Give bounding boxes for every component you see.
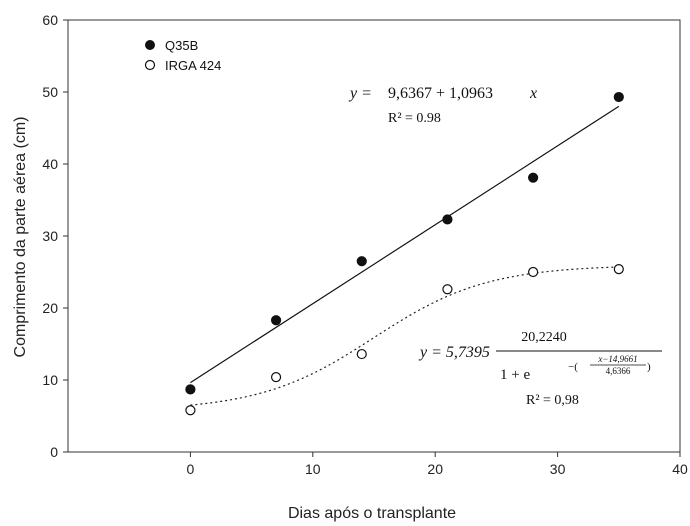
sigmoid-eq-r2: R² = 0,98 — [526, 393, 579, 408]
legend-marker-irga424 — [144, 59, 156, 71]
point-q35b — [613, 91, 624, 103]
linear-eq-y: y = — [348, 85, 372, 102]
point-irga424 — [442, 284, 453, 295]
sigmoid-eq-numerator: 20,2240 — [521, 330, 567, 345]
x-tick-label: 0 — [187, 461, 195, 477]
point-irga424 — [270, 372, 282, 383]
point-q35b — [185, 384, 196, 395]
sigmoid-eq-denominator: 1 + e — [500, 367, 530, 383]
y-tick-label: 20 — [42, 300, 58, 316]
x-axis: 0 10 20 30 40 — [187, 452, 688, 477]
fit-lines — [190, 105, 620, 406]
x-axis-title: Dias após o transplante — [288, 505, 456, 522]
legend-label-q35b: Q35B — [165, 38, 198, 53]
point-q35b — [442, 214, 453, 225]
sigmoid-exp-numerator: x−14,9661 — [597, 354, 637, 364]
sigmoid-eq-lhs: y = 5,7395 — [418, 344, 490, 361]
y-axis-title: Comprimento da parte aérea (cm) — [12, 117, 29, 358]
legend-label-irga424: IRGA 424 — [165, 58, 221, 73]
linear-eq-rhs: 9,6367 + 1,0963 — [388, 85, 493, 102]
sigmoid-exp-close: ) — [647, 361, 651, 373]
y-tick-label: 10 — [42, 372, 58, 388]
point-q35b — [356, 256, 367, 267]
sigmoid-exp-minus: −( — [568, 361, 578, 373]
plot-frame — [67, 19, 681, 453]
legend-marker-q35b — [145, 40, 155, 50]
y-tick-label: 40 — [42, 156, 58, 172]
point-irga424 — [528, 266, 539, 278]
linear-eq-x: x — [529, 85, 537, 102]
y-tick-label: 50 — [42, 84, 58, 100]
point-q35b — [528, 172, 539, 183]
x-tick-label: 30 — [550, 461, 566, 477]
y-axis: 0 10 20 30 40 50 60 — [42, 12, 68, 460]
y-tick-label: 30 — [42, 228, 58, 244]
sigmoid-exp-denominator: 4,6366 — [606, 366, 631, 376]
x-tick-label: 40 — [672, 461, 688, 477]
legend: Q35B IRGA 424 — [144, 38, 221, 73]
point-q35b — [270, 315, 282, 326]
x-tick-label: 10 — [305, 461, 321, 477]
sigmoid-equation: y = 5,7395 20,2240 1 + e −( x−14,9661 4,… — [418, 330, 662, 408]
linear-eq-r2: R² = 0.98 — [388, 111, 441, 126]
x-tick-label: 20 — [427, 461, 443, 477]
point-irga424 — [613, 264, 624, 275]
data-points — [185, 91, 624, 416]
y-tick-label: 60 — [42, 12, 58, 28]
y-tick-label: 0 — [50, 444, 58, 460]
point-irga424 — [356, 348, 367, 360]
linear-equation: y = 9,6367 + 1,0963 x R² = 0.98 — [348, 85, 537, 126]
point-irga424 — [185, 405, 196, 416]
sigmoid-fit-curve-irga424 — [190, 266, 619, 406]
linear-fit-line-q35b — [190, 105, 620, 384]
